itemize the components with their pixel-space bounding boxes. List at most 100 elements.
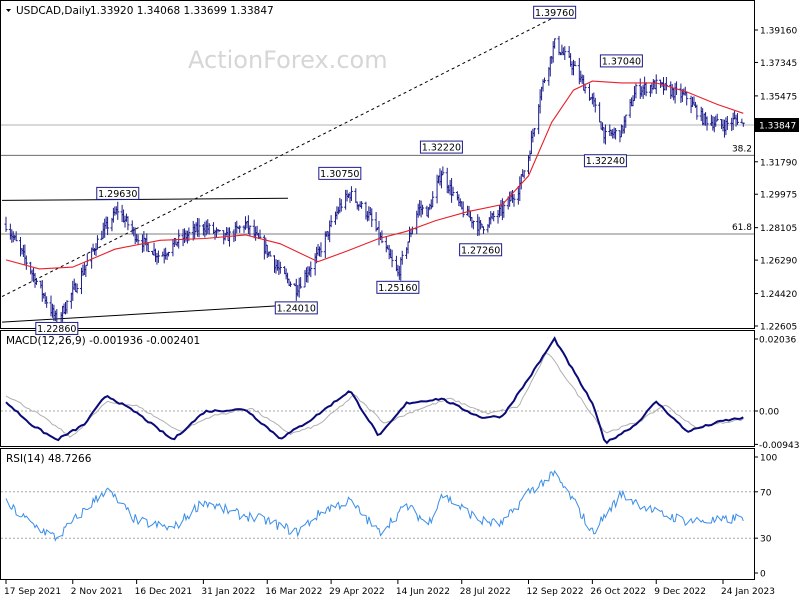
macd-header: MACD(12,26,9) -0.001936 -0.002401 [6,335,200,347]
ohlc-bar [654,74,658,94]
ohlc-bar [705,116,709,131]
price-tick-label: 1.28105 [760,224,797,234]
ohlc-bar [360,201,364,209]
ohlc-bar [471,220,475,230]
symbol-label: USDCAD,Daily [16,5,91,17]
price-tick-label: 1.22605 [760,323,797,333]
moving-average-line [5,80,744,270]
ohlc-bar [461,201,465,218]
price-panel-frame [0,0,755,329]
price-tick-label: 1.31790 [760,158,797,168]
ohlc-bar [725,115,729,130]
fib-label: 38.2 [732,144,752,154]
rsi-tick-label: 70 [760,488,772,498]
ohlc-bar [248,225,252,237]
rsi-header: RSI(14) 48.7266 [6,453,92,465]
ohlc-bar [553,38,557,49]
ohlc-bar [45,296,49,308]
rsi-plot [1,469,754,542]
date-tick-label: 28 Jul 2022 [460,587,511,597]
ohlc-bar [197,218,201,238]
price-annotation: 1.29630 [96,186,140,200]
ohlc-bar [207,223,211,235]
ohlc-bar [522,170,526,179]
ohlc-bar [116,201,120,220]
ohlc-bar [512,193,516,207]
ohlc-bar [563,46,567,60]
ohlc-bar [482,226,486,234]
annotation-text: 1.25160 [378,283,417,294]
date-tick-label: 2 Nov 2021 [71,587,123,597]
price-tick-label: 1.26290 [760,257,797,267]
date-axis: 17 Sep 2021 2 Nov 2021 16 Dec 2021 31 Jan 2… [4,579,775,597]
annotation-text: 1.29630 [98,189,137,200]
rsi-axis: 100 70 30 0 [754,454,777,580]
annotation-text: 1.39760 [535,8,574,19]
ohlc-bar [451,186,455,197]
ohlc-bar [319,242,323,258]
rsi-panel-frame [0,448,755,580]
ohlc-bar [354,188,358,204]
annotation-text: 1.22860 [37,324,76,335]
date-tick-label: 16 Dec 2021 [135,587,193,597]
last-price-box [755,117,799,132]
last-price-label: 1.33847 [759,121,796,131]
ohlc-bar [441,166,445,176]
ohlc-bar [268,250,272,257]
ohlc-bar [603,124,607,145]
ohlc-bar [34,277,38,285]
ohlc-bar [492,211,496,222]
ohlc-bar [664,76,668,91]
date-tick-label: 17 Sep 2021 [4,587,61,597]
annotation-text: 1.27260 [461,245,500,256]
price-annotation: 1.32240 [583,154,627,168]
ohlc-bar [370,208,374,228]
ohlc-bar [614,127,618,140]
ohlc-bar [384,236,388,253]
fib-label: 61.8 [732,223,752,233]
ohlc-bar [339,199,343,212]
ohlc-bar [502,201,506,218]
macd-panel-frame [0,330,755,447]
price-annotation: 1.37040 [599,54,643,67]
ohlc-bar [136,234,140,245]
ohlc-bar [736,113,740,125]
ohlc-bar [380,230,384,244]
ohlc-bar [741,122,745,127]
annotation-text: 1.37040 [602,56,641,67]
date-tick-label: 31 Jan 2022 [201,587,255,597]
ohlc-bar [309,261,313,278]
price-tick-label: 1.35475 [760,92,797,102]
ohlc-bar [624,114,628,128]
date-tick-label: 29 Apr 2022 [329,587,385,597]
price-header: USDCAD,Daily 1.33920 1.34068 1.33699 1.3… [6,5,274,17]
price-tick-label: 1.37345 [760,59,797,69]
ohlc-bar [217,229,221,232]
ohlc-bar [685,91,689,106]
ohlc-bar [400,250,404,265]
ohlc-bar [431,191,435,208]
collapse-triangle-icon[interactable] [6,9,11,12]
ohlc-bar [238,225,242,233]
price-annotation: 1.32220 [419,140,463,154]
price-tick-label: 1.29975 [760,191,797,201]
lower-trend-line [1,303,317,323]
price-annotation: 1.24010 [274,301,318,315]
ohlc-bar [573,60,577,67]
ohlc-bar [24,255,28,270]
price-annotation: 1.22860 [35,321,79,335]
macd-signal-line [5,352,744,438]
ohlc-bar [593,97,597,113]
macd-tick-label: 0.02036 [759,336,796,346]
rsi-tick-label: 100 [760,454,777,464]
price-annotation: 1.39760 [533,5,577,19]
ohlc-bar [75,283,79,294]
ohlc-bar [390,249,394,268]
ohlc-bar [421,204,425,215]
date-tick-label: 14 Jun 2022 [396,587,450,597]
rsi-line [5,469,744,542]
ohlc-bars [4,35,745,328]
ohlc-bar [146,243,150,253]
macd-plot [1,336,754,445]
macd-tick-label: 0.00 [759,408,779,418]
